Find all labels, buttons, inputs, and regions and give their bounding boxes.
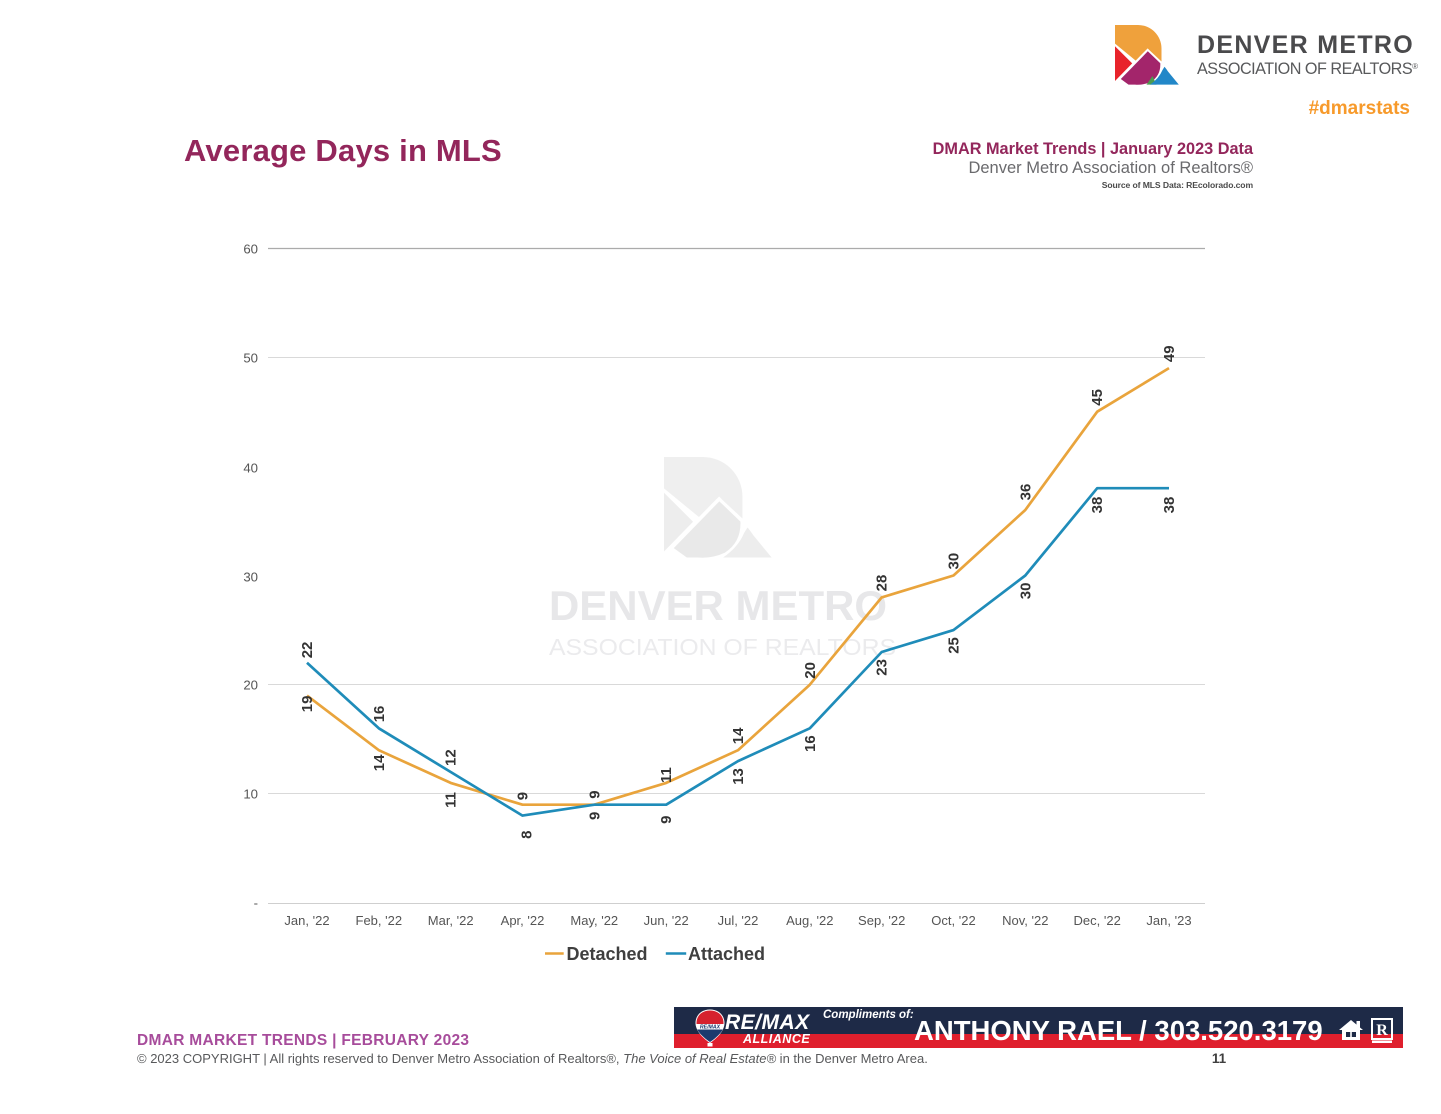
- svg-text:Detached: Detached: [567, 944, 648, 964]
- svg-text:20: 20: [243, 678, 258, 693]
- svg-text:16: 16: [371, 706, 388, 723]
- svg-text:30: 30: [1017, 583, 1034, 600]
- svg-text:11: 11: [443, 792, 460, 808]
- svg-text:Jul, '22: Jul, '22: [718, 913, 759, 928]
- svg-text:36: 36: [1017, 484, 1034, 501]
- svg-text:DENVER METRO: DENVER METRO: [549, 582, 887, 629]
- svg-text:23: 23: [874, 659, 891, 676]
- svg-text:Jun, '22: Jun, '22: [644, 913, 689, 928]
- svg-text:9: 9: [586, 790, 603, 798]
- svg-text:-: -: [254, 896, 258, 911]
- svg-text:Oct, '22: Oct, '22: [931, 913, 975, 928]
- svg-text:16: 16: [802, 735, 819, 752]
- svg-text:Nov, '22: Nov, '22: [1002, 913, 1048, 928]
- svg-text:14: 14: [371, 754, 388, 771]
- svg-text:38: 38: [1161, 497, 1178, 514]
- svg-text:9: 9: [515, 792, 532, 800]
- svg-text:8: 8: [519, 831, 536, 839]
- svg-text:Jan, '23: Jan, '23: [1146, 913, 1191, 928]
- svg-text:20: 20: [802, 662, 819, 679]
- svg-text:Dec, '22: Dec, '22: [1074, 913, 1121, 928]
- svg-text:25: 25: [946, 637, 963, 654]
- svg-text:50: 50: [243, 351, 258, 366]
- svg-text:10: 10: [243, 787, 258, 802]
- svg-text:38: 38: [1089, 497, 1106, 514]
- svg-text:Feb, '22: Feb, '22: [356, 913, 403, 928]
- svg-text:30: 30: [243, 570, 258, 585]
- svg-text:Aug, '22: Aug, '22: [786, 913, 833, 928]
- svg-text:Apr, '22: Apr, '22: [501, 913, 545, 928]
- svg-text:30: 30: [946, 553, 963, 570]
- svg-text:14: 14: [730, 727, 747, 744]
- svg-text:12: 12: [443, 749, 460, 766]
- svg-text:Sep, '22: Sep, '22: [858, 913, 905, 928]
- svg-text:ASSOCIATION OF REALTORS: ASSOCIATION OF REALTORS: [549, 634, 896, 660]
- svg-text:40: 40: [243, 461, 258, 476]
- svg-text:9: 9: [658, 816, 675, 824]
- svg-text:49: 49: [1161, 345, 1178, 362]
- svg-text:13: 13: [730, 768, 747, 785]
- svg-text:May, '22: May, '22: [570, 913, 618, 928]
- svg-text:Attached: Attached: [688, 944, 765, 964]
- svg-text:RE/MAX: RE/MAX: [700, 1024, 721, 1030]
- svg-text:28: 28: [874, 575, 891, 592]
- svg-text:60: 60: [243, 241, 258, 256]
- svg-text:Jan, '22: Jan, '22: [284, 913, 329, 928]
- svg-text:19: 19: [299, 696, 316, 713]
- svg-text:45: 45: [1089, 389, 1106, 406]
- svg-text:9: 9: [586, 812, 603, 820]
- svg-text:Mar, '22: Mar, '22: [428, 913, 474, 928]
- svg-text:11: 11: [658, 767, 675, 783]
- svg-text:R: R: [1376, 1022, 1388, 1039]
- svg-text:22: 22: [299, 642, 316, 659]
